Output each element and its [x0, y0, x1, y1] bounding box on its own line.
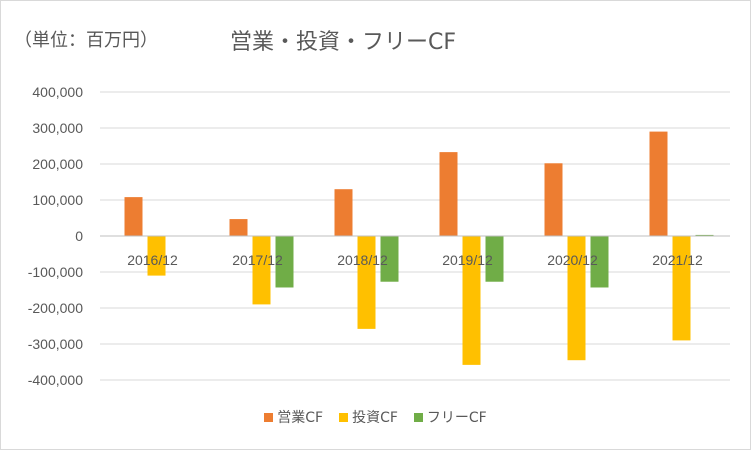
bar-operating-cf [544, 163, 563, 236]
legend-label: 投資CF [352, 410, 398, 426]
bar-free-cf [485, 236, 504, 282]
bar-operating-cf [229, 219, 248, 236]
y-tick-label: -100,000 [28, 264, 83, 280]
legend-item-free-cf: フリーCF [413, 407, 487, 427]
bar-investing-cf [567, 236, 586, 361]
y-tick-label: -400,000 [28, 372, 83, 388]
bar-investing-cf [672, 236, 691, 341]
x-category-label: 2019/12 [442, 252, 493, 268]
gridlines [100, 91, 730, 381]
chart-title: 営業・投資・フリーCF [230, 30, 457, 55]
bars [124, 131, 714, 365]
bar-investing-cf [147, 236, 166, 276]
y-tick-label: -300,000 [28, 336, 83, 352]
bar-operating-cf [649, 131, 668, 236]
legend-item-operating-cf: 営業CF [264, 407, 323, 427]
x-category-label: 2017/12 [232, 252, 283, 268]
legend: 営業CF 投資CF フリーCF [0, 407, 751, 427]
legend-item-investing-cf: 投資CF [339, 407, 398, 427]
bar-operating-cf [334, 189, 353, 236]
bar-free-cf [275, 236, 294, 288]
legend-label: フリーCF [426, 410, 487, 426]
bar-operating-cf [439, 152, 458, 236]
axes: 400,000 300,000 200,000 100,000 0 -100,000 -20… [28, 84, 730, 388]
x-category-label: 2021/12 [652, 252, 703, 268]
x-category-label: 2018/12 [337, 252, 388, 268]
legend-swatch [413, 412, 423, 422]
bar-investing-cf [357, 236, 376, 329]
x-category-label: 2020/12 [547, 252, 598, 268]
unit-label: （単位：百万円） [14, 30, 158, 51]
bar-free-cf [380, 236, 399, 282]
bar-investing-cf [252, 236, 271, 305]
bar-free-cf [695, 234, 714, 236]
y-tick-label: 0 [75, 228, 83, 244]
legend-swatch [339, 412, 349, 422]
x-category-label: 2016/12 [127, 252, 178, 268]
bar-investing-cf [462, 236, 481, 365]
y-tick-label: 100,000 [32, 192, 83, 208]
y-tick-label: 200,000 [32, 156, 83, 172]
y-tick-label: 300,000 [32, 120, 83, 136]
bar-operating-cf [124, 197, 143, 236]
bar-free-cf [590, 236, 609, 288]
y-tick-label: -200,000 [28, 300, 83, 316]
legend-label: 営業CF [277, 410, 324, 426]
y-tick-label: 400,000 [32, 84, 83, 100]
legend-swatch [264, 412, 274, 422]
